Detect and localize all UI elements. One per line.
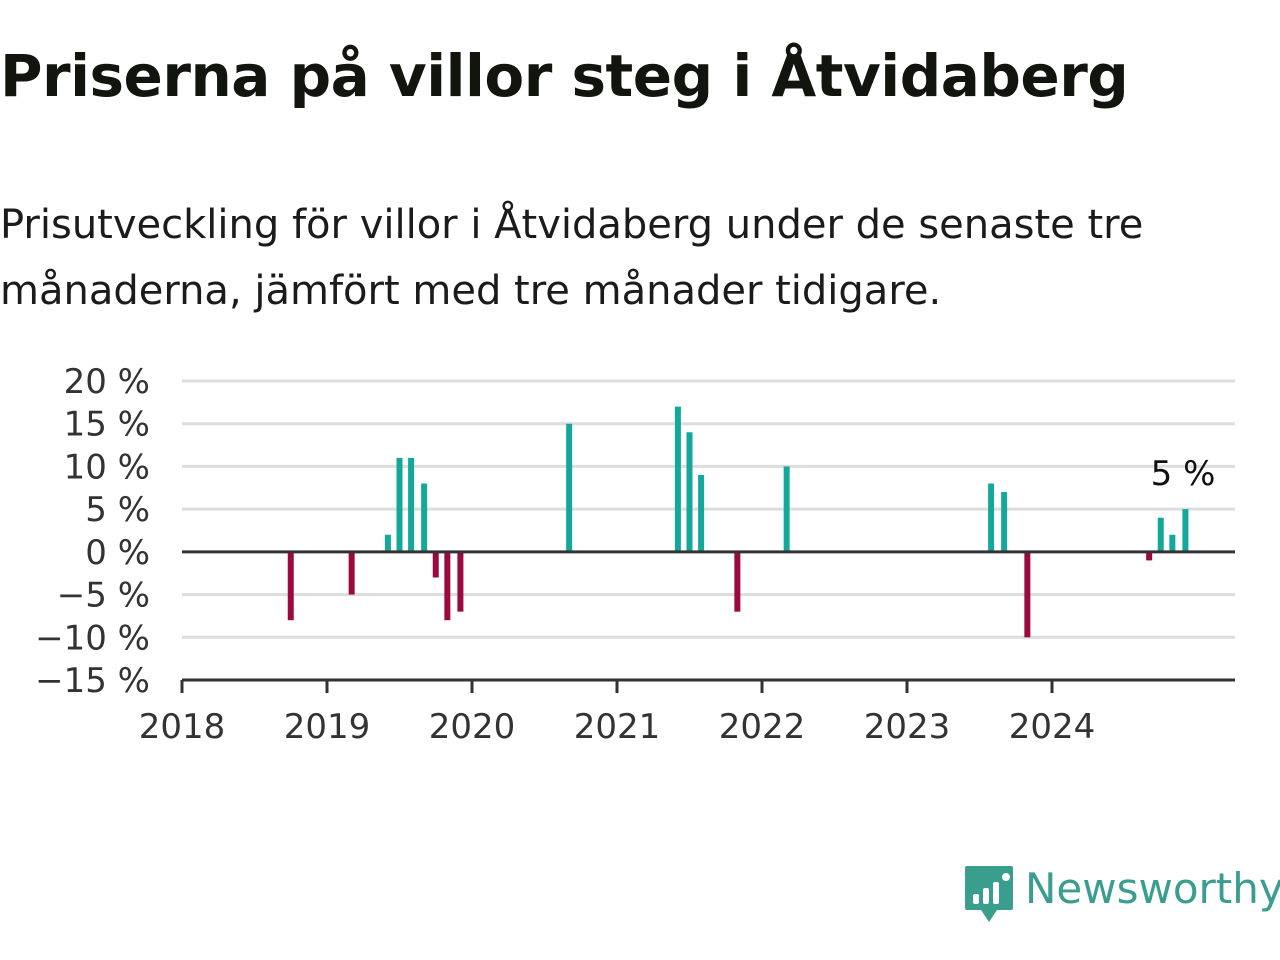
y-tick-label: 10 % (64, 447, 150, 487)
x-tick-label: 2021 (574, 707, 661, 747)
bar (287, 551, 294, 621)
bar (421, 483, 428, 552)
bar (783, 466, 790, 552)
x-tick-label: 2018 (139, 707, 226, 747)
bar (674, 406, 681, 552)
x-tick-label: 2022 (719, 707, 806, 747)
x-tick-label: 2023 (864, 707, 951, 747)
x-axis-ticks: 2018 2019 2020 2021 2022 2023 2024 (139, 680, 1096, 747)
bar (1169, 534, 1176, 552)
x-tick-label: 2019 (284, 707, 371, 747)
bar (348, 551, 355, 595)
bar (1182, 509, 1189, 552)
y-tick-label: 15 % (64, 405, 150, 445)
brand-logo: Newsworthy (963, 864, 1280, 928)
y-tick-label: 20 % (64, 362, 150, 402)
bar (566, 423, 573, 552)
bar (686, 432, 693, 552)
bar (396, 457, 403, 552)
grid-lines (182, 379, 1235, 639)
bar (734, 551, 741, 612)
bar (457, 551, 464, 612)
bar (444, 551, 451, 621)
y-tick-label: 0 % (85, 533, 150, 573)
x-tick-label: 2024 (1009, 707, 1096, 747)
axes (182, 550, 1235, 682)
bar (432, 551, 439, 578)
brand-name: Newsworthy (1025, 864, 1280, 913)
bar (1024, 551, 1031, 638)
x-tick-label: 2020 (429, 707, 516, 747)
chart-subtitle: Prisutveckling för villor i Åtvidaberg u… (0, 202, 1144, 314)
y-tick-label: −10 % (35, 618, 150, 658)
bar (384, 534, 391, 552)
bar (988, 483, 995, 552)
data-label-last: 5 % (1151, 454, 1216, 494)
bar (1146, 551, 1153, 561)
bar (1001, 492, 1008, 552)
newsworthy-logo-icon (965, 866, 1013, 922)
annotations: 5 % (1151, 454, 1216, 494)
chart-title: Priserna på villor steg i Åtvidaberg (0, 42, 1129, 110)
bars (287, 406, 1189, 638)
bar (1157, 517, 1164, 552)
bar (408, 457, 415, 552)
y-tick-label: −5 % (57, 576, 150, 616)
y-tick-label: −15 % (35, 661, 150, 701)
y-tick-label: 5 % (85, 490, 150, 530)
y-axis-ticks: 20 %15 %10 %5 %0 %−5 %−10 %−15 % (35, 362, 150, 701)
bar (698, 474, 705, 552)
